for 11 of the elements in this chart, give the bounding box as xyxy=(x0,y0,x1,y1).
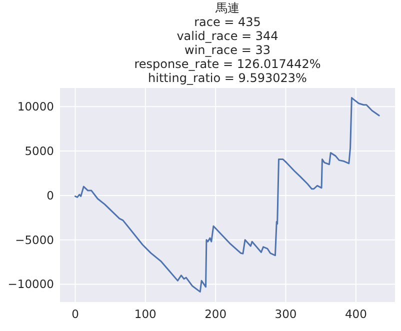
y-tick-label: 10000 xyxy=(17,100,54,114)
y-tick-label: 5000 xyxy=(24,144,54,158)
x-tick-label: 400 xyxy=(344,307,367,321)
y-tick-label: −5000 xyxy=(15,232,54,247)
x-tick-label: 200 xyxy=(204,307,227,321)
y-tick-label: −10000 xyxy=(8,277,54,292)
y-tick-label: 0 xyxy=(46,188,54,202)
x-tick-label: 300 xyxy=(274,307,297,321)
x-tick-label: 0 xyxy=(72,307,79,321)
chart-title: 馬連 race = 435 valid_race = 344 win_race = 33 response_rate = 126.017442% hitting_ratio = 9.593023% xyxy=(134,1,321,85)
x-tick-label: 100 xyxy=(134,307,156,321)
